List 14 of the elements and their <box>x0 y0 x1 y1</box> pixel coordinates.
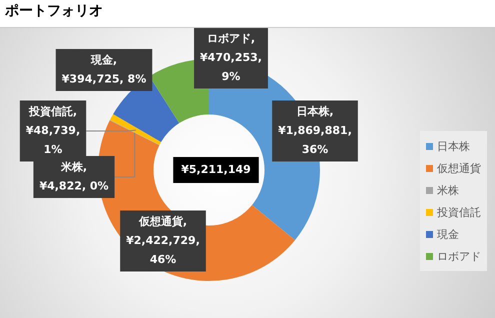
data-label: ロボアド, ¥470,253, 9% <box>200 32 262 83</box>
data-label: 仮想通貨, ¥2,422,729, 46% <box>126 214 200 266</box>
legend-label: 米株 <box>437 182 459 198</box>
legend-label: 投資信託 <box>437 204 481 220</box>
legend-label: 仮想通貨 <box>437 160 481 176</box>
data-label: 米株, ¥4,822, 0% <box>39 160 109 192</box>
data-label: 投資信託, ¥48,739, 1% <box>26 104 80 156</box>
legend-label: ロボアド <box>437 248 481 264</box>
data-label: 現金, ¥394,725, 8% <box>62 53 146 86</box>
legend-label: 現金 <box>437 226 459 242</box>
legend-label: 日本株 <box>437 138 470 154</box>
text: ¥5,211,149 <box>181 162 251 176</box>
data-label: 日本株, ¥1,869,881, 36% <box>278 104 352 156</box>
chart-title: ポートフォリオ <box>5 2 103 20</box>
